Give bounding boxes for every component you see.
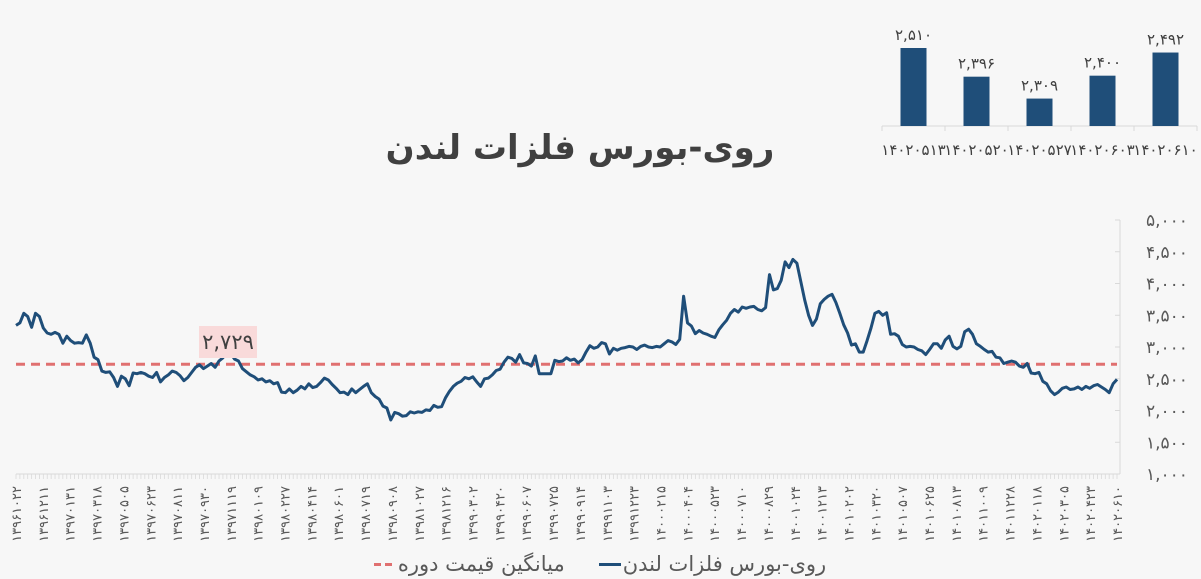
- x-tick-label: ۱۴۰۱۱۲۲۸: [1004, 486, 1019, 542]
- x-tick-label: ۱۳۹۹۰۴۲۰: [493, 486, 508, 542]
- bar-category-label: ۱۴۰۲۰۶۱۰: [1133, 141, 1197, 159]
- x-tick-label: ۱۳۹۶۱۰۲۲: [10, 486, 25, 542]
- solid-line-swatch-icon: [598, 562, 621, 566]
- x-tick-label: ۱۴۰۱۱۰۰۹: [977, 486, 992, 542]
- x-tick-label: ۱۳۹۹۰۳۰۲: [467, 486, 482, 542]
- y-tick-label: ۴,۰۰۰: [1146, 275, 1188, 295]
- y-tick-label: ۳,۵۰۰: [1146, 306, 1188, 326]
- x-tick-label: ۱۴۰۱۰۸۱۳: [950, 486, 965, 542]
- y-tick-label: ۲,۰۰۰: [1146, 402, 1188, 422]
- x-tick-label: ۱۳۹۸۰۲۲۷: [279, 486, 294, 542]
- x-tick-label: ۱۴۰۰۰۸۲۹: [762, 486, 777, 542]
- x-tick-label: ۱۴۰۲۰۳۰۵: [1057, 486, 1072, 542]
- bar: [1026, 98, 1053, 126]
- chart-legend: روی-بورس فلزات لندن میانگین قیمت دوره: [340, 551, 860, 577]
- y-tick-label: ۱,۵۰۰: [1146, 433, 1188, 453]
- x-tick-label: ۱۳۹۷۰۶۲۳: [144, 486, 159, 542]
- x-tick-label: ۱۳۹۷۰۸۱۱: [171, 486, 186, 542]
- x-tick-label: ۱۴۰۰۱۰۲۴: [789, 486, 804, 542]
- bar-value-label: ۲,۴۹۲: [1147, 31, 1184, 49]
- x-tick-label: ۱۳۹۹۰۹۱۴: [574, 486, 589, 542]
- bar-category-label: ۱۴۰۲۰۵۲۷: [1007, 141, 1071, 159]
- x-tick-label: ۱۴۰۱۰۶۲۵: [923, 486, 938, 542]
- x-tick-label: ۱۳۹۸۰۴۱۴: [305, 486, 320, 542]
- x-tick-label: ۱۴۰۱۰۳۲۰: [869, 486, 884, 542]
- bar: [900, 48, 927, 126]
- y-tick-label: ۴,۵۰۰: [1146, 243, 1188, 263]
- y-tick-label: ۳,۰۰۰: [1146, 338, 1188, 358]
- x-tick-label: ۱۴۰۲۰۶۱۰: [1111, 486, 1126, 542]
- x-tick-label: ۱۳۹۸۰۷۱۹: [359, 486, 374, 542]
- bar: [963, 76, 990, 126]
- y-tick-label: ۲,۵۰۰: [1146, 370, 1188, 390]
- chart-title: روی-بورس فلزات لندن: [385, 128, 775, 168]
- average-value-label: ۲,۷۲۹: [199, 326, 257, 358]
- x-tick-label: ۱۳۹۸۰۹۰۸: [386, 486, 401, 542]
- bar: [1089, 75, 1116, 126]
- x-tick-label: ۱۴۰۱۰۵۰۷: [896, 486, 911, 542]
- x-tick-label: ۱۳۹۷۱۱۱۹: [225, 486, 240, 542]
- dashed-line-swatch-icon: [373, 562, 396, 566]
- legend-item-zinc: روی-بورس فلزات لندن: [598, 551, 827, 577]
- bar-value-label: ۲,۳۰۹: [1021, 77, 1058, 95]
- x-tick-label: ۱۴۰۰۰۲۱۵: [654, 486, 669, 542]
- x-tick-label: ۱۳۹۷۰۱۳۱: [64, 486, 79, 542]
- bar-category-label: ۱۴۰۲۰۵۱۳: [881, 141, 945, 159]
- bar-value-label: ۲,۵۱۰: [895, 26, 932, 44]
- x-tick-label: ۱۳۹۶۱۲۱۱: [37, 486, 52, 542]
- legend-label-zinc: روی-بورس فلزات لندن: [622, 552, 827, 576]
- bar: [1152, 52, 1179, 126]
- x-tick-label: ۱۳۹۸۱۰۲۷: [413, 486, 428, 542]
- x-tick-label: ۱۳۹۹۱۲۲۳: [628, 486, 643, 542]
- bar-value-label: ۲,۳۹۶: [958, 55, 995, 73]
- bar-category-label: ۱۴۰۲۰۵۲۰: [944, 141, 1008, 159]
- x-tick-label: ۱۳۹۷۰۹۳۰: [198, 486, 213, 542]
- x-tick-label: ۱۳۹۹۱۱۰۳: [601, 486, 616, 542]
- bar-category-label: ۱۴۰۲۰۶۰۳: [1070, 141, 1134, 159]
- x-tick-label: ۱۴۰۲۰۴۲۳: [1084, 486, 1099, 542]
- x-tick-label: ۱۴۰۱۰۲۰۲: [842, 486, 857, 542]
- x-tick-label: ۱۳۹۸۰۶۰۱: [332, 486, 347, 542]
- zinc-price-line: [15, 257, 1119, 422]
- x-tick-label: ۱۳۹۷۰۳۱۸: [91, 486, 106, 542]
- x-tick-label: ۱۴۰۰۰۷۱۰: [735, 486, 750, 542]
- x-tick-label: ۱۴۰۰۱۲۱۳: [816, 486, 831, 542]
- x-tick-label: ۱۳۹۸۰۱۰۹: [252, 486, 267, 542]
- x-tick-label: ۱۳۹۸۱۲۱۶: [440, 486, 455, 542]
- x-tick-label: ۱۴۰۲۰۱۱۸: [1030, 486, 1045, 542]
- x-tick-label: ۱۴۰۰۰۴۰۴: [681, 486, 696, 542]
- y-tick-label: ۱,۰۰۰: [1146, 465, 1188, 485]
- x-tick-label: ۱۴۰۰۰۵۲۳: [708, 486, 723, 542]
- bar-value-label: ۲,۴۰۰: [1084, 54, 1121, 72]
- legend-item-average: میانگین قیمت دوره: [373, 551, 565, 577]
- x-tick-label: ۱۳۹۹۰۷۲۵: [547, 486, 562, 542]
- x-tick-label: ۱۳۹۷۰۵۰۵: [117, 486, 132, 542]
- x-tick-label: ۱۳۹۹۰۶۰۷: [520, 486, 535, 542]
- legend-label-average: میانگین قیمت دوره: [397, 552, 565, 576]
- y-tick-label: ۵,۰۰۰: [1146, 211, 1188, 231]
